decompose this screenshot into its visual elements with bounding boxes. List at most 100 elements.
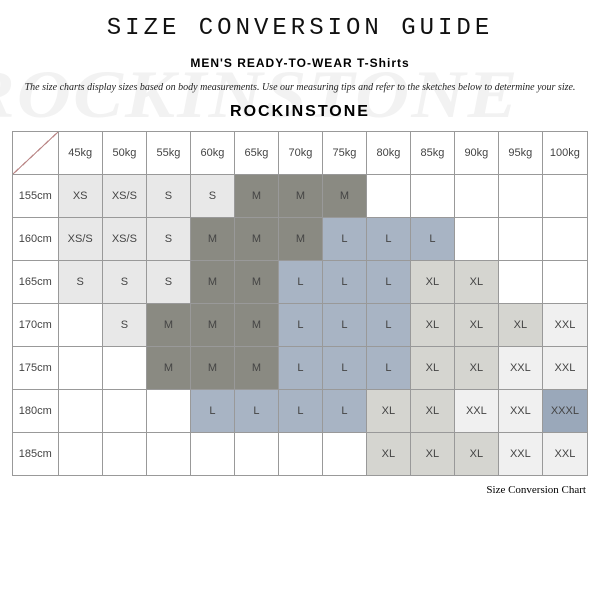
size-cell — [102, 390, 146, 433]
size-cell: XL — [454, 304, 498, 347]
size-cell — [498, 261, 542, 304]
size-cell — [234, 433, 278, 476]
page-title: SIZE CONVERSION GUIDE — [0, 0, 600, 42]
row-header: 155cm — [13, 175, 59, 218]
size-cell: M — [190, 218, 234, 261]
size-cell: M — [190, 304, 234, 347]
row-header: 185cm — [13, 433, 59, 476]
col-header: 80kg — [366, 132, 410, 175]
size-cell: XL — [498, 304, 542, 347]
size-cell: XXXL — [542, 390, 587, 433]
size-cell: XL — [410, 347, 454, 390]
size-cell — [58, 304, 102, 347]
size-cell — [58, 433, 102, 476]
size-cell: XXL — [542, 304, 587, 347]
size-cell — [542, 175, 587, 218]
size-cell: M — [322, 175, 366, 218]
size-cell: L — [278, 390, 322, 433]
size-cell: XL — [454, 433, 498, 476]
size-cell — [146, 433, 190, 476]
col-header: 65kg — [234, 132, 278, 175]
size-cell: M — [234, 304, 278, 347]
size-cell: M — [234, 175, 278, 218]
col-header: 55kg — [146, 132, 190, 175]
size-cell: S — [102, 261, 146, 304]
col-header: 95kg — [498, 132, 542, 175]
size-cell — [454, 218, 498, 261]
col-header: 85kg — [410, 132, 454, 175]
size-cell: S — [190, 175, 234, 218]
size-cell: M — [278, 218, 322, 261]
size-cell: M — [234, 347, 278, 390]
size-cell: XL — [366, 390, 410, 433]
size-cell: XS — [58, 175, 102, 218]
size-cell — [542, 218, 587, 261]
size-cell: M — [278, 175, 322, 218]
size-cell: M — [190, 347, 234, 390]
row-header: 160cm — [13, 218, 59, 261]
size-cell: L — [366, 304, 410, 347]
col-header: 70kg — [278, 132, 322, 175]
size-cell — [498, 218, 542, 261]
size-cell — [102, 347, 146, 390]
size-cell: S — [102, 304, 146, 347]
size-cell — [322, 433, 366, 476]
size-cell: XS/S — [102, 218, 146, 261]
col-header: 75kg — [322, 132, 366, 175]
size-cell: L — [322, 261, 366, 304]
size-cell: L — [278, 304, 322, 347]
description: The size charts display sizes based on b… — [0, 80, 600, 95]
size-table: 45kg50kg55kg60kg65kg70kg75kg80kg85kg90kg… — [12, 131, 588, 476]
size-cell: XL — [454, 261, 498, 304]
size-cell: M — [234, 218, 278, 261]
size-cell: S — [146, 261, 190, 304]
size-cell: L — [278, 261, 322, 304]
size-cell: L — [234, 390, 278, 433]
size-cell: XL — [366, 433, 410, 476]
size-cell — [278, 433, 322, 476]
size-cell: L — [190, 390, 234, 433]
content-wrap: SIZE CONVERSION GUIDE MEN'S READY-TO-WEA… — [0, 0, 600, 496]
size-cell: XS/S — [58, 218, 102, 261]
col-header: 90kg — [454, 132, 498, 175]
size-cell: L — [322, 218, 366, 261]
size-cell — [410, 175, 454, 218]
row-header: 175cm — [13, 347, 59, 390]
size-cell: L — [322, 347, 366, 390]
size-cell: XXL — [498, 390, 542, 433]
size-cell: S — [58, 261, 102, 304]
size-cell: XS/S — [102, 175, 146, 218]
size-cell: M — [146, 347, 190, 390]
size-cell: L — [366, 261, 410, 304]
caption-text: Size Conversion Chart — [0, 476, 600, 496]
col-header: 100kg — [542, 132, 587, 175]
row-header: 165cm — [13, 261, 59, 304]
subtitle: MEN'S READY-TO-WEAR T-Shirts — [0, 56, 600, 70]
col-header: 60kg — [190, 132, 234, 175]
corner-cell — [13, 132, 59, 175]
size-cell: XXL — [542, 347, 587, 390]
size-cell: XXL — [454, 390, 498, 433]
row-header: 170cm — [13, 304, 59, 347]
size-cell — [58, 390, 102, 433]
size-cell: L — [322, 304, 366, 347]
size-cell: XXL — [498, 347, 542, 390]
size-cell: XXL — [542, 433, 587, 476]
size-cell: S — [146, 175, 190, 218]
size-cell: XL — [410, 390, 454, 433]
size-cell: M — [190, 261, 234, 304]
brand-name: ROCKINSTONE — [0, 103, 600, 121]
size-cell — [542, 261, 587, 304]
size-cell: XL — [410, 304, 454, 347]
size-cell — [58, 347, 102, 390]
size-cell: L — [366, 347, 410, 390]
col-header: 45kg — [58, 132, 102, 175]
col-header: 50kg — [102, 132, 146, 175]
size-cell — [190, 433, 234, 476]
size-cell: L — [366, 218, 410, 261]
size-cell: XL — [454, 347, 498, 390]
size-cell — [498, 175, 542, 218]
row-header: 180cm — [13, 390, 59, 433]
subtitle-pre: MEN'S READY-TO-WEAR — [190, 56, 357, 70]
size-cell — [366, 175, 410, 218]
